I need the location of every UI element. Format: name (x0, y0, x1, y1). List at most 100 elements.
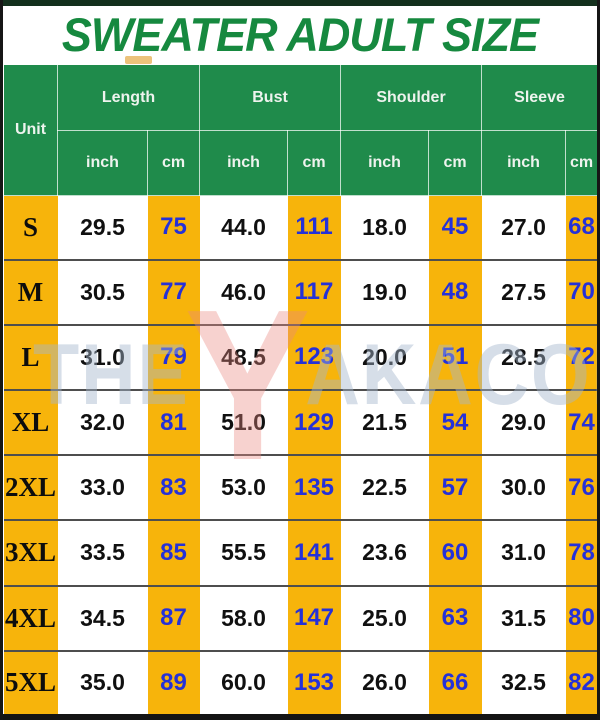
table-row: S 29.5 75 44.0 111 18.0 45 27.0 68 (3, 195, 597, 260)
length-cm-cell: 83 (147, 454, 200, 521)
sleeve-cm-cell: 80 (565, 584, 597, 651)
table-row: 2XL 33.0 83 53.0 135 22.5 57 30.0 76 (3, 454, 597, 521)
length-cm-cell: 75 (147, 195, 200, 260)
length-cm-cell: 79 (147, 323, 200, 391)
bust-inch-cell: 51.0 (199, 389, 288, 456)
length-inch-cell: 30.5 (57, 258, 148, 325)
top-border-strip (3, 0, 597, 6)
length-inch-cell: 31.0 (57, 323, 148, 391)
header-bust-inch: inch (199, 130, 289, 196)
bust-cm-cell: 123 (287, 323, 341, 391)
bust-inch-cell: 48.5 (199, 323, 288, 391)
header-group-shoulder: Shoulder (340, 64, 483, 131)
length-cm-cell: 87 (147, 584, 200, 651)
sleeve-inch-cell: 27.5 (481, 258, 566, 325)
shoulder-inch-cell: 23.6 (340, 519, 429, 586)
sleeve-inch-cell: 29.0 (481, 389, 566, 456)
size-cell: 2XL (3, 454, 58, 521)
header-sleeve-inch: inch (481, 130, 567, 196)
shoulder-cm-cell: 48 (428, 258, 482, 325)
table-row: 3XL 33.5 85 55.5 141 23.6 60 31.0 78 (3, 519, 597, 586)
bust-inch-cell: 46.0 (199, 258, 288, 325)
bottom-border-strip (3, 714, 597, 720)
bust-inch-cell: 55.5 (199, 519, 288, 586)
sleeve-cm-cell: 74 (565, 389, 597, 456)
bust-cm-cell: 153 (287, 649, 341, 714)
length-inch-cell: 32.0 (57, 389, 148, 456)
header-group-bust: Bust (199, 64, 342, 131)
length-inch-cell: 34.5 (57, 584, 148, 651)
size-cell: 4XL (3, 584, 58, 651)
sleeve-inch-cell: 28.5 (481, 323, 566, 391)
bust-cm-cell: 111 (287, 195, 341, 260)
sleeve-cm-cell: 72 (565, 323, 597, 391)
header-sleeve-cm: cm (565, 130, 597, 196)
size-cell: 3XL (3, 519, 58, 586)
shoulder-inch-cell: 18.0 (340, 195, 429, 260)
shoulder-cm-cell: 63 (428, 584, 482, 651)
size-chart-table: Unit Length Bust Shoulder Sleeve inch cm… (3, 64, 597, 714)
header-group-sleeve: Sleeve (481, 64, 597, 131)
header-unit: Unit (3, 64, 58, 196)
bust-cm-cell: 117 (287, 258, 341, 325)
sleeve-cm-cell: 68 (565, 195, 597, 260)
header-shoulder-inch: inch (340, 130, 430, 196)
size-cell: XL (3, 389, 58, 456)
length-cm-cell: 81 (147, 389, 200, 456)
bust-inch-cell: 44.0 (199, 195, 288, 260)
watermark-fragment (125, 56, 152, 64)
length-cm-cell: 77 (147, 258, 200, 325)
shoulder-inch-cell: 26.0 (340, 649, 429, 714)
table-row: XL 32.0 81 51.0 129 21.5 54 29.0 74 (3, 389, 597, 456)
shoulder-cm-cell: 66 (428, 649, 482, 714)
sleeve-inch-cell: 30.0 (481, 454, 566, 521)
header-shoulder-cm: cm (428, 130, 483, 196)
sleeve-cm-cell: 70 (565, 258, 597, 325)
shoulder-inch-cell: 20.0 (340, 323, 429, 391)
shoulder-cm-cell: 51 (428, 323, 482, 391)
header-unit-row: inch cm inch cm inch cm inch cm (4, 130, 597, 196)
bust-inch-cell: 53.0 (199, 454, 288, 521)
size-cell: S (3, 195, 58, 260)
header-length-inch: inch (57, 130, 148, 196)
length-inch-cell: 35.0 (57, 649, 148, 714)
shoulder-inch-cell: 21.5 (340, 389, 429, 456)
length-cm-cell: 85 (147, 519, 200, 586)
sleeve-inch-cell: 31.5 (481, 584, 566, 651)
bust-inch-cell: 60.0 (199, 649, 288, 714)
sleeve-cm-cell: 76 (565, 454, 597, 521)
shoulder-inch-cell: 22.5 (340, 454, 429, 521)
bust-cm-cell: 141 (287, 519, 341, 586)
length-inch-cell: 33.5 (57, 519, 148, 586)
bust-cm-cell: 135 (287, 454, 341, 521)
shoulder-cm-cell: 45 (428, 195, 482, 260)
table-row: 5XL 35.0 89 60.0 153 26.0 66 32.5 82 (3, 649, 597, 714)
bust-inch-cell: 58.0 (199, 584, 288, 651)
shoulder-cm-cell: 60 (428, 519, 482, 586)
sleeve-inch-cell: 32.5 (481, 649, 566, 714)
header-length-cm: cm (146, 130, 201, 196)
sleeve-cm-cell: 78 (565, 519, 597, 586)
shoulder-inch-cell: 19.0 (340, 258, 429, 325)
sleeve-inch-cell: 27.0 (481, 195, 566, 260)
length-inch-cell: 33.0 (57, 454, 148, 521)
bust-cm-cell: 147 (287, 584, 341, 651)
header-bust-cm: cm (287, 130, 342, 196)
sleeve-inch-cell: 31.0 (481, 519, 566, 586)
title-band: SWEATER ADULT SIZE (3, 6, 597, 64)
shoulder-cm-cell: 54 (428, 389, 482, 456)
size-cell: M (3, 258, 58, 325)
shoulder-inch-cell: 25.0 (340, 584, 429, 651)
page-title: SWEATER ADULT SIZE (61, 7, 539, 62)
table-row: L 31.0 79 48.5 123 20.0 51 28.5 72 (3, 323, 597, 391)
shoulder-cm-cell: 57 (428, 454, 482, 521)
length-cm-cell: 89 (147, 649, 200, 714)
table-row: M 30.5 77 46.0 117 19.0 48 27.5 70 (3, 258, 597, 325)
table-row: 4XL 34.5 87 58.0 147 25.0 63 31.5 80 (3, 584, 597, 651)
length-inch-cell: 29.5 (57, 195, 148, 260)
header-group-length: Length (56, 64, 201, 131)
header-group-row: Unit Length Bust Shoulder Sleeve (3, 64, 597, 196)
bust-cm-cell: 129 (287, 389, 341, 456)
size-cell: 5XL (3, 649, 58, 714)
